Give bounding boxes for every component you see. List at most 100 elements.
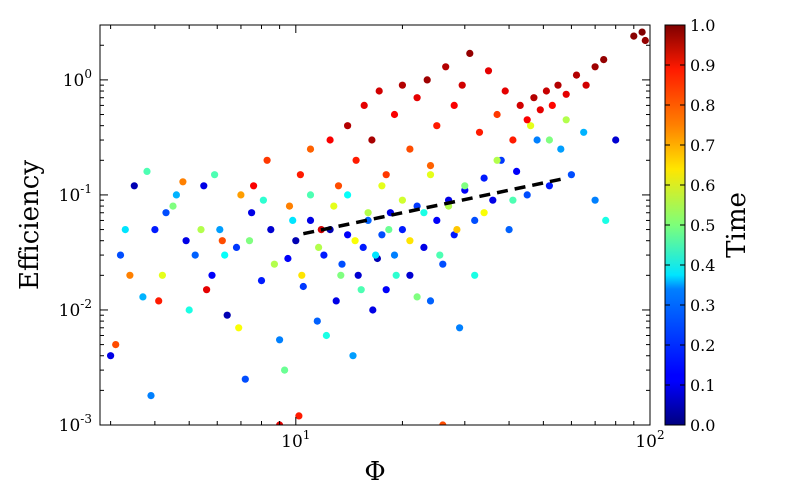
- data-point: [516, 101, 524, 109]
- data-point: [359, 243, 367, 251]
- data-point: [237, 191, 245, 199]
- data-point: [295, 412, 303, 420]
- data-point: [436, 251, 444, 259]
- data-point: [493, 110, 501, 119]
- data-point: [172, 191, 180, 199]
- data-point: [203, 286, 211, 294]
- colorbar-tick-label: 0.2: [690, 336, 715, 355]
- data-point: [433, 216, 441, 224]
- data-point: [562, 116, 570, 124]
- data-point: [263, 156, 271, 164]
- data-point: [580, 128, 588, 136]
- data-point: [200, 182, 208, 190]
- x-tick-label: 102: [635, 428, 664, 452]
- data-point: [466, 49, 474, 58]
- data-point: [267, 226, 275, 234]
- data-point: [337, 271, 345, 279]
- data-point: [112, 341, 120, 349]
- y-tick-label: 10-3: [59, 412, 92, 436]
- data-point: [530, 94, 538, 102]
- data-point: [567, 171, 576, 179]
- data-point: [241, 375, 249, 383]
- data-point: [250, 182, 258, 190]
- colorbar-ticks: 0.0 0.1 0.2 0.3 0.4 0.5 0.6 0.7 0.8 0.9 1.0: [665, 16, 715, 435]
- data-point: [600, 56, 608, 64]
- data-point: [270, 260, 278, 268]
- data-point: [306, 216, 315, 224]
- data-point: [591, 63, 599, 71]
- data-point: [179, 178, 187, 186]
- data-point: [185, 306, 193, 314]
- data-point: [480, 209, 488, 217]
- data-point: [461, 182, 469, 190]
- data-point: [285, 202, 294, 210]
- data-point: [332, 297, 340, 305]
- data-point: [116, 251, 125, 259]
- data-point: [433, 122, 441, 130]
- trend-line: [302, 176, 567, 236]
- data-point: [554, 81, 562, 89]
- data-point: [582, 81, 590, 89]
- data-point: [372, 251, 380, 259]
- data-point: [143, 167, 151, 175]
- data-point: [151, 226, 159, 234]
- data-point: [306, 191, 315, 199]
- data-point: [313, 317, 321, 325]
- x-axis-title: Φ: [364, 457, 385, 487]
- data-point: [545, 182, 554, 190]
- y-axis-title: Efficiency: [15, 160, 45, 290]
- data-point: [281, 366, 289, 374]
- colorbar-tick-label: 0.3: [690, 296, 715, 315]
- data-point: [107, 352, 115, 360]
- colorbar-tick-label: 0.1: [690, 376, 715, 395]
- data-point: [523, 116, 531, 124]
- data-point: [211, 171, 219, 179]
- data-point: [536, 106, 544, 114]
- data-point: [169, 202, 177, 210]
- data-point: [509, 196, 517, 204]
- data-point: [484, 67, 493, 75]
- data-point: [413, 293, 421, 301]
- data-point: [344, 191, 352, 199]
- data-point: [450, 101, 458, 109]
- data-point: [471, 216, 479, 224]
- data-point: [398, 196, 406, 204]
- data-point: [155, 297, 163, 305]
- data-point: [390, 251, 399, 259]
- data-point: [406, 237, 414, 245]
- data-point: [191, 251, 199, 259]
- data-point: [548, 101, 556, 109]
- data-point: [182, 237, 190, 245]
- colorbar-title: Time: [722, 192, 752, 258]
- data-point: [641, 36, 649, 45]
- x-tick-label: 101: [281, 428, 310, 452]
- data-point: [352, 156, 360, 164]
- data-point: [505, 226, 513, 234]
- data-point: [413, 94, 421, 102]
- data-point: [453, 226, 461, 234]
- data-point: [218, 237, 226, 245]
- data-point: [299, 282, 307, 291]
- colorbar-tick-label: 0.8: [690, 96, 715, 115]
- data-point: [523, 191, 531, 199]
- colorbar-tick-label: 0.6: [690, 176, 715, 195]
- data-point: [493, 156, 501, 164]
- data-point: [306, 145, 315, 153]
- data-point: [638, 28, 646, 36]
- data-point: [216, 226, 224, 234]
- y-tick-label: 10-1: [59, 182, 92, 206]
- data-point: [130, 182, 138, 190]
- data-point: [406, 271, 414, 279]
- data-point: [334, 182, 343, 190]
- data-point: [289, 216, 297, 224]
- data-point: [139, 293, 147, 301]
- data-point: [378, 182, 386, 190]
- data-point: [385, 226, 393, 234]
- axes: 101 102 10-3 10-2 10-1 100: [59, 25, 665, 452]
- data-point: [162, 209, 170, 217]
- data-point: [126, 271, 134, 279]
- data-point: [298, 271, 306, 279]
- data-points: [107, 28, 649, 425]
- data-point: [545, 136, 554, 144]
